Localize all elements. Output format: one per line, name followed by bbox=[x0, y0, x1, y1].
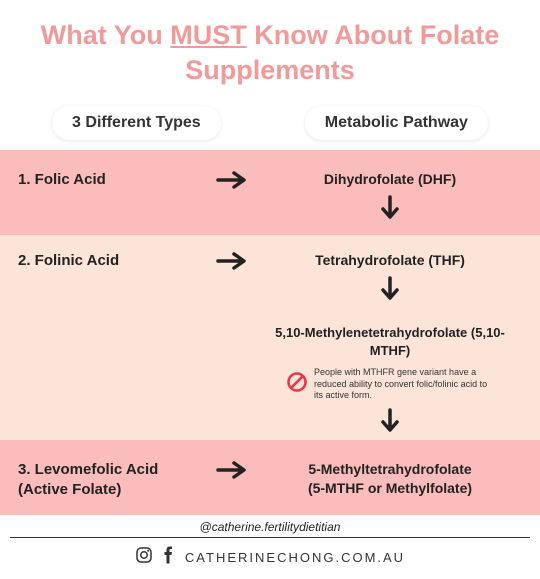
metabolite-label: 5-Methyltetrahydrofolate (5-MTHF or Meth… bbox=[258, 454, 522, 498]
row-folinic-acid: 2. Folinic Acid Tetrahydrofolate (THF) bbox=[0, 235, 540, 312]
footer-site: CATHERINECHONG.COM.AU bbox=[185, 550, 405, 565]
pathway-rows: 1. Folic Acid Dihydrofolate (DHF) 2. Fol… bbox=[0, 150, 540, 514]
prohibited-icon bbox=[286, 371, 308, 398]
arrow-down-icon bbox=[258, 195, 522, 221]
type-label: 3. Levomefolic Acid (Active Folate) bbox=[18, 454, 208, 501]
mthfr-note: People with MTHFR gene variant have a re… bbox=[258, 367, 522, 402]
metabolite-label: Tetrahydrofolate (THF) bbox=[258, 245, 522, 302]
column-headers: 3 Different Types Metabolic Pathway bbox=[0, 100, 540, 150]
title-emphasis: MUST bbox=[170, 20, 247, 50]
arrow-down-icon bbox=[258, 408, 522, 434]
title-prefix: What You bbox=[41, 20, 171, 50]
header-pathway: Metabolic Pathway bbox=[305, 106, 488, 140]
metabolite-label: Dihydrofolate (DHF) bbox=[258, 164, 522, 221]
type-label: 2. Folinic Acid bbox=[18, 245, 208, 271]
social-handle: @catherine.fertilitydietitian bbox=[10, 515, 530, 538]
header-types: 3 Different Types bbox=[52, 106, 221, 140]
type-label-empty bbox=[18, 318, 208, 324]
row-levomefolic: 3. Levomefolic Acid (Active Folate) 5-Me… bbox=[0, 440, 540, 515]
note-text: People with MTHFR gene variant have a re… bbox=[314, 367, 494, 402]
metabolite-label: 5,10-Methylenetetrahydrofolate (5,10-MTH… bbox=[258, 318, 522, 434]
arrow-right-icon bbox=[208, 164, 258, 190]
arrow-right-icon bbox=[208, 454, 258, 480]
type-label: 1. Folic Acid bbox=[18, 164, 208, 190]
footer: CATHERINECHONG.COM.AU bbox=[0, 538, 540, 579]
arrow-right-icon bbox=[208, 245, 258, 271]
arrow-down-icon bbox=[258, 276, 522, 302]
instagram-icon bbox=[135, 546, 153, 569]
facebook-icon bbox=[161, 546, 175, 569]
row-mthf-intermediate: 5,10-Methylenetetrahydrofolate (5,10-MTH… bbox=[0, 312, 540, 440]
row-folic-acid: 1. Folic Acid Dihydrofolate (DHF) bbox=[0, 150, 540, 235]
page-title: What You MUST Know About Folate Suppleme… bbox=[0, 0, 540, 100]
